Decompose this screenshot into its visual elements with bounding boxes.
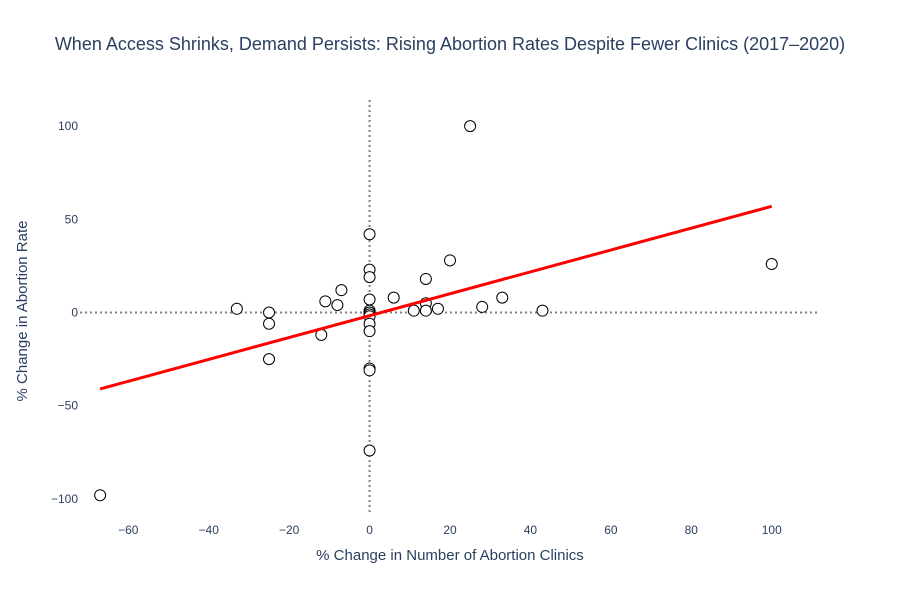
data-point bbox=[444, 254, 456, 267]
data-points bbox=[94, 120, 778, 502]
data-point bbox=[407, 304, 420, 317]
y-axis-title: % Change in Abortion Rate bbox=[14, 221, 31, 402]
data-point bbox=[496, 291, 509, 304]
data-point bbox=[419, 304, 432, 317]
x-tick-label: 20 bbox=[443, 523, 457, 537]
data-point bbox=[230, 302, 243, 315]
data-point bbox=[319, 295, 332, 308]
x-tick-label: −60 bbox=[118, 523, 139, 537]
data-point bbox=[363, 271, 376, 284]
data-point bbox=[431, 302, 444, 315]
data-point bbox=[363, 444, 376, 457]
data-point bbox=[363, 228, 376, 241]
x-tick-label: 40 bbox=[524, 523, 538, 537]
x-tick-label: 100 bbox=[762, 523, 782, 537]
y-axis-tick-labels: −100 −50 0 50 100 bbox=[51, 119, 78, 506]
x-axis-title: % Change in Number of Abortion Clinics bbox=[316, 547, 584, 564]
data-point bbox=[419, 272, 432, 285]
y-tick-label: 50 bbox=[65, 212, 79, 226]
data-point bbox=[263, 317, 276, 330]
data-point bbox=[536, 304, 549, 317]
plot-area bbox=[80, 100, 820, 512]
chart-title: When Access Shrinks, Demand Persists: Ri… bbox=[55, 34, 845, 54]
data-point bbox=[464, 120, 477, 133]
y-tick-label: −50 bbox=[58, 399, 79, 413]
y-tick-label: −100 bbox=[51, 492, 78, 506]
y-tick-label: 100 bbox=[58, 119, 78, 133]
data-point bbox=[335, 284, 348, 297]
x-tick-label: 0 bbox=[366, 523, 373, 537]
x-tick-label: 60 bbox=[604, 523, 618, 537]
data-point bbox=[263, 306, 276, 319]
data-point bbox=[387, 291, 400, 304]
data-point bbox=[363, 293, 376, 306]
trendline bbox=[99, 204, 773, 391]
x-tick-label: −20 bbox=[279, 523, 300, 537]
x-tick-label: −40 bbox=[199, 523, 220, 537]
data-point bbox=[331, 299, 344, 312]
data-point bbox=[765, 258, 778, 271]
data-point bbox=[263, 353, 276, 366]
data-point bbox=[363, 364, 376, 377]
x-tick-label: 80 bbox=[685, 523, 699, 537]
data-point bbox=[363, 325, 376, 338]
data-point bbox=[476, 300, 489, 313]
x-axis-tick-labels: −60 −40 −20 0 20 40 60 80 100 bbox=[118, 523, 782, 537]
data-point bbox=[94, 489, 107, 502]
y-tick-label: 0 bbox=[71, 306, 78, 320]
